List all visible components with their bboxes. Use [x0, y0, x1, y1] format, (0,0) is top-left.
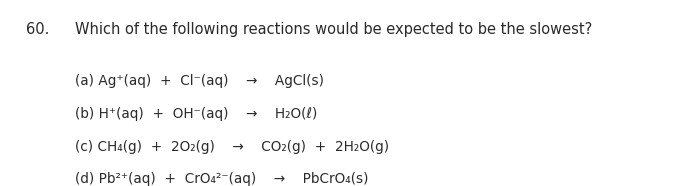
Text: (b) H⁺(aq)  +  OH⁻(aq)    →    H₂O(ℓ): (b) H⁺(aq) + OH⁻(aq) → H₂O(ℓ)	[75, 107, 317, 121]
Text: (a) Ag⁺(aq)  +  Cl⁻(aq)    →    AgCl(s): (a) Ag⁺(aq) + Cl⁻(aq) → AgCl(s)	[75, 74, 324, 88]
Text: (c) CH₄(g)  +  2O₂(g)    →    CO₂(g)  +  2H₂O(g): (c) CH₄(g) + 2O₂(g) → CO₂(g) + 2H₂O(g)	[75, 140, 389, 153]
Text: (d) Pb²⁺(aq)  +  CrO₄²⁻(aq)    →    PbCrO₄(s): (d) Pb²⁺(aq) + CrO₄²⁻(aq) → PbCrO₄(s)	[75, 172, 369, 186]
Text: Which of the following reactions would be expected to be the slowest?: Which of the following reactions would b…	[75, 22, 592, 37]
Text: 60.: 60.	[26, 22, 50, 37]
